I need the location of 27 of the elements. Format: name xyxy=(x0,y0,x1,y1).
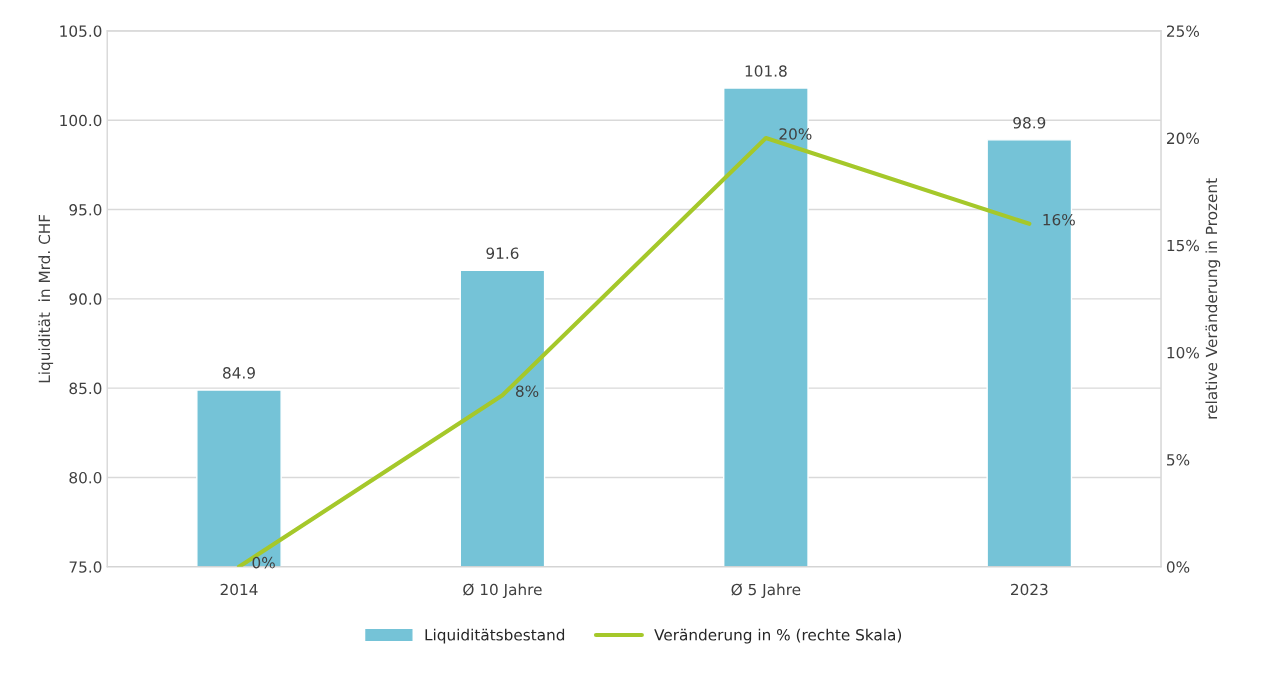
y-axis-title: Liquidität in Mrd. CHF xyxy=(38,214,54,383)
data-label: 8% xyxy=(515,385,539,397)
data-label: 91.6 xyxy=(486,247,519,259)
data-label: 98.9 xyxy=(1013,117,1046,129)
x-tick-label: Ø 5 Jahre xyxy=(731,583,801,599)
y-tick-label: 85.0 xyxy=(69,382,102,395)
data-label: 0% xyxy=(252,556,275,569)
y-tick-label: 80.0 xyxy=(69,471,102,484)
data-label: 101.8 xyxy=(745,65,787,77)
y-tick-label: 90.0 xyxy=(69,293,102,305)
legend-label: Veränderung in % (rechte Skala) xyxy=(654,628,902,644)
y2-tick-label: 10% xyxy=(1167,346,1200,359)
y2-tick-label: 20% xyxy=(1167,132,1200,145)
y-tick-label: 75.0 xyxy=(69,561,102,573)
x-tick-label: 2023 xyxy=(1011,583,1048,596)
y2-tick-label: 25% xyxy=(1167,25,1200,37)
y2-tick-label: 15% xyxy=(1167,239,1200,252)
x-tick-label: 2014 xyxy=(220,583,258,596)
y-tick-label: 95.0 xyxy=(69,204,102,216)
x-tick-label: Ø 10 Jahre xyxy=(463,583,542,599)
y2-axis-title: relative Veränderung in Prozent xyxy=(1205,178,1221,419)
y-tick-label: 105.0 xyxy=(60,25,102,37)
data-label: 84.9 xyxy=(223,367,255,379)
y2-tick-label: 5% xyxy=(1167,454,1190,466)
legend-label: Liquiditätsbestand xyxy=(425,628,565,644)
y-tick-label: 100.0 xyxy=(60,114,102,127)
y2-tick-label: 0% xyxy=(1166,561,1190,573)
